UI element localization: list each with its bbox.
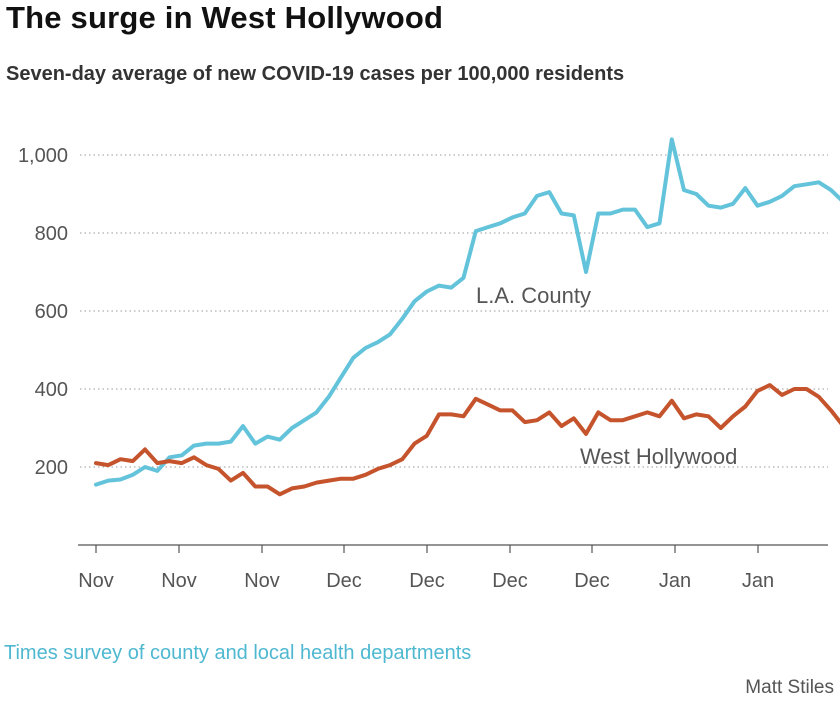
la-county-label: L.A. County [476,283,591,308]
x-tick-label: Dec [409,570,445,592]
x-axis [78,544,828,553]
x-tick-label: Dec [492,570,528,592]
y-tick-label: 400 [35,379,68,401]
series-lines [94,137,840,497]
chart-title: The surge in West Hollywood [6,0,444,35]
y-tick-label: 1,000 [18,145,68,167]
west-hollywood-label: West Hollywood [580,444,737,469]
y-tick-label: 600 [35,301,68,323]
x-tick-label: Jan [742,570,774,592]
x-tick-label: Dec [574,570,610,592]
gridlines [80,154,828,468]
y-tick-label: 200 [35,457,68,479]
x-tick-labels: Nov Nov Nov Dec Dec Dec Dec Jan Jan [78,570,774,592]
west-hollywood-line [94,383,840,497]
y-tick-labels: 200 400 600 800 1,000 [18,145,68,479]
series-labels: L.A. County West Hollywood [476,283,737,469]
x-tick-label: Nov [161,570,197,592]
chart-subtitle: Seven-day average of new COVID-19 cases … [6,63,625,85]
x-tick-label: Nov [244,570,280,592]
y-tick-label: 800 [35,223,68,245]
x-tick-label: Dec [326,570,362,592]
credit-note: Matt Stiles [745,677,834,698]
source-note: Times survey of county and local health … [4,642,472,664]
x-tick-label: Jan [659,570,691,592]
x-tick-label: Nov [78,570,114,592]
la-county-line [94,137,840,487]
